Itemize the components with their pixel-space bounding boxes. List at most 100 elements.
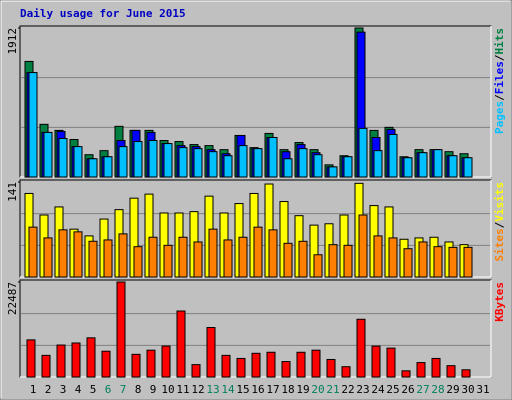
x-tick-label: 23 <box>356 383 369 396</box>
bar <box>386 347 396 378</box>
legend-entry: Files <box>493 61 506 94</box>
bar <box>146 349 156 378</box>
x-tick-label: 9 <box>150 383 157 396</box>
bar <box>58 229 68 278</box>
bar <box>356 318 366 378</box>
bar <box>418 241 428 278</box>
bar <box>41 354 51 378</box>
bar <box>133 246 143 278</box>
bar <box>236 357 246 378</box>
x-tick-label: 1 <box>30 383 37 396</box>
bar <box>238 145 248 178</box>
bar <box>26 339 36 378</box>
bar <box>208 151 218 178</box>
bar <box>371 345 381 378</box>
bar <box>358 214 368 278</box>
legend-separator: / <box>493 54 506 61</box>
x-tick-label: 30 <box>461 383 474 396</box>
x-tick-label: 8 <box>135 383 142 396</box>
bar <box>133 141 143 178</box>
x-tick-label: 14 <box>221 383 235 396</box>
x-tick-label: 10 <box>161 383 174 396</box>
bar <box>118 233 128 278</box>
bar <box>403 157 413 178</box>
bar <box>176 310 186 378</box>
bar <box>343 244 353 278</box>
bar <box>328 244 338 278</box>
bar <box>281 361 291 378</box>
bar <box>388 133 398 178</box>
x-tick-label: 24 <box>371 383 385 396</box>
legend-separator: / <box>493 94 506 101</box>
bar <box>103 239 113 278</box>
bar <box>163 244 173 278</box>
bar <box>388 237 398 278</box>
bar <box>341 366 351 378</box>
y-tick-label: 141 <box>6 182 19 202</box>
x-tick-label: 4 <box>75 383 82 396</box>
legend: KBytes <box>493 282 506 322</box>
legend-entry: KBytes <box>493 282 506 322</box>
bar <box>58 138 68 178</box>
bar <box>148 236 158 278</box>
bar <box>208 228 218 278</box>
bar <box>178 236 188 278</box>
bar <box>461 369 471 378</box>
bar <box>191 364 201 378</box>
legend-separator: / <box>493 221 506 228</box>
bar <box>163 143 173 178</box>
bar <box>251 352 261 378</box>
legend-entry: Hits <box>493 28 506 55</box>
x-tick-label: 31 <box>476 383 489 396</box>
bar <box>28 72 38 178</box>
bar <box>283 158 293 178</box>
bar <box>43 131 53 178</box>
bar <box>73 231 83 278</box>
bar <box>268 229 278 278</box>
y-tick-label: 22487 <box>6 282 19 315</box>
bar <box>431 357 441 378</box>
bar <box>401 370 411 378</box>
bar <box>43 237 53 278</box>
bar <box>328 166 338 178</box>
bar <box>463 157 473 178</box>
bar <box>416 362 426 378</box>
chart-title: Daily usage for June 2015 <box>20 7 186 20</box>
bar <box>193 148 203 178</box>
x-tick-label: 28 <box>431 383 444 396</box>
bar <box>86 337 96 378</box>
x-tick-label: 22 <box>341 383 354 396</box>
bar <box>103 156 113 178</box>
bar <box>268 136 278 178</box>
bar <box>253 148 263 178</box>
x-tick-label: 18 <box>281 383 294 396</box>
bar <box>313 154 323 178</box>
bar <box>56 344 66 378</box>
bar <box>206 327 216 378</box>
x-tick-label: 16 <box>251 383 264 396</box>
x-tick-label: 25 <box>386 383 399 396</box>
legend: Sites/Visits <box>493 182 506 262</box>
x-tick-label: 5 <box>90 383 97 396</box>
bar <box>311 349 321 378</box>
legend: Pages/Files/Hits <box>493 28 506 134</box>
x-tick-label: 20 <box>311 383 324 396</box>
bar <box>326 358 336 378</box>
x-tick-label: 6 <box>105 383 112 396</box>
bar <box>296 351 306 378</box>
bar <box>433 149 443 178</box>
bar <box>88 158 98 178</box>
bar <box>118 146 128 178</box>
x-tick-label: 26 <box>401 383 414 396</box>
bar <box>178 147 188 178</box>
bar <box>28 226 38 278</box>
bar <box>221 354 231 378</box>
bar <box>448 246 458 278</box>
bar <box>193 241 203 278</box>
bar <box>313 254 323 278</box>
x-tick-label: 3 <box>60 383 67 396</box>
bar <box>223 239 233 278</box>
bar <box>161 345 171 378</box>
bar <box>446 365 456 378</box>
